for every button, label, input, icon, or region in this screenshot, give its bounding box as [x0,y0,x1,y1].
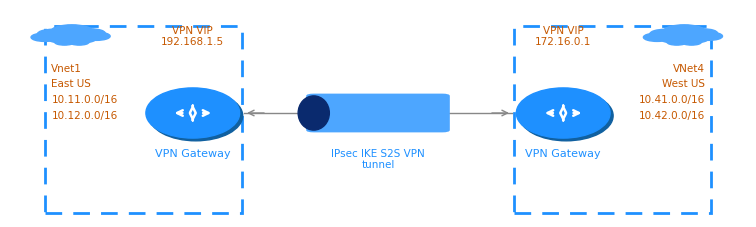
Bar [514,27,711,213]
Ellipse shape [298,96,330,131]
Circle shape [54,40,74,46]
Circle shape [70,40,89,46]
Circle shape [76,30,105,39]
Circle shape [56,33,88,42]
Circle shape [31,34,58,42]
Circle shape [51,26,92,38]
Circle shape [659,35,689,44]
Circle shape [680,35,709,44]
Text: VPN Gateway: VPN Gateway [525,148,601,158]
Ellipse shape [519,91,613,141]
Circle shape [67,35,97,44]
Circle shape [82,33,110,41]
Circle shape [695,33,723,41]
Text: VNet4
West US
10.41.0.0/16
10.42.0.0/16: VNet4 West US 10.41.0.0/16 10.42.0.0/16 [638,64,705,120]
Ellipse shape [516,89,610,138]
Circle shape [688,30,717,39]
Circle shape [643,34,671,42]
Text: VPN VIP
192.168.1.5: VPN VIP 192.168.1.5 [161,26,225,47]
Circle shape [667,40,686,46]
Text: Vnet1
East US
10.11.0.0/16
10.12.0.0/16: Vnet1 East US 10.11.0.0/16 10.12.0.0/16 [51,64,118,120]
Circle shape [37,30,69,39]
Circle shape [664,26,705,38]
Bar [45,27,242,213]
Ellipse shape [146,89,240,138]
Circle shape [650,30,681,39]
Text: VPN Gateway: VPN Gateway [155,148,231,158]
Text: VPN VIP
172.16.0.1: VPN VIP 172.16.0.1 [535,26,591,47]
FancyBboxPatch shape [306,94,450,133]
Circle shape [682,40,702,46]
Circle shape [47,35,77,44]
Circle shape [668,33,700,42]
Ellipse shape [149,91,243,141]
Text: IPsec IKE S2S VPN
tunnel: IPsec IKE S2S VPN tunnel [331,148,425,170]
